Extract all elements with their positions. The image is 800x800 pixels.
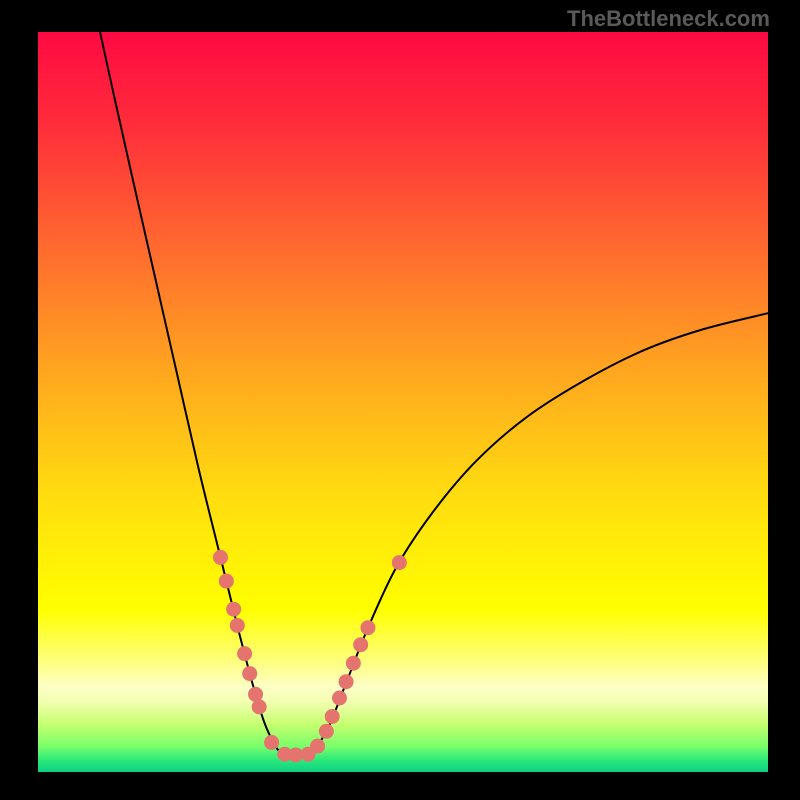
bottleneck-chart <box>0 0 800 800</box>
data-marker <box>237 646 252 661</box>
data-marker <box>346 656 361 671</box>
data-marker <box>353 637 368 652</box>
data-marker <box>248 687 263 702</box>
data-marker <box>242 666 257 681</box>
data-marker <box>230 618 245 633</box>
data-marker <box>325 709 340 724</box>
data-marker <box>332 691 347 706</box>
data-marker <box>252 699 267 714</box>
data-marker <box>392 555 407 570</box>
data-marker <box>226 602 241 617</box>
data-marker <box>213 550 228 565</box>
plot-background <box>38 32 768 772</box>
data-marker <box>219 574 234 589</box>
data-marker <box>339 674 354 689</box>
data-marker <box>264 735 279 750</box>
data-marker <box>319 724 334 739</box>
data-marker <box>360 620 375 635</box>
data-marker <box>310 739 325 754</box>
